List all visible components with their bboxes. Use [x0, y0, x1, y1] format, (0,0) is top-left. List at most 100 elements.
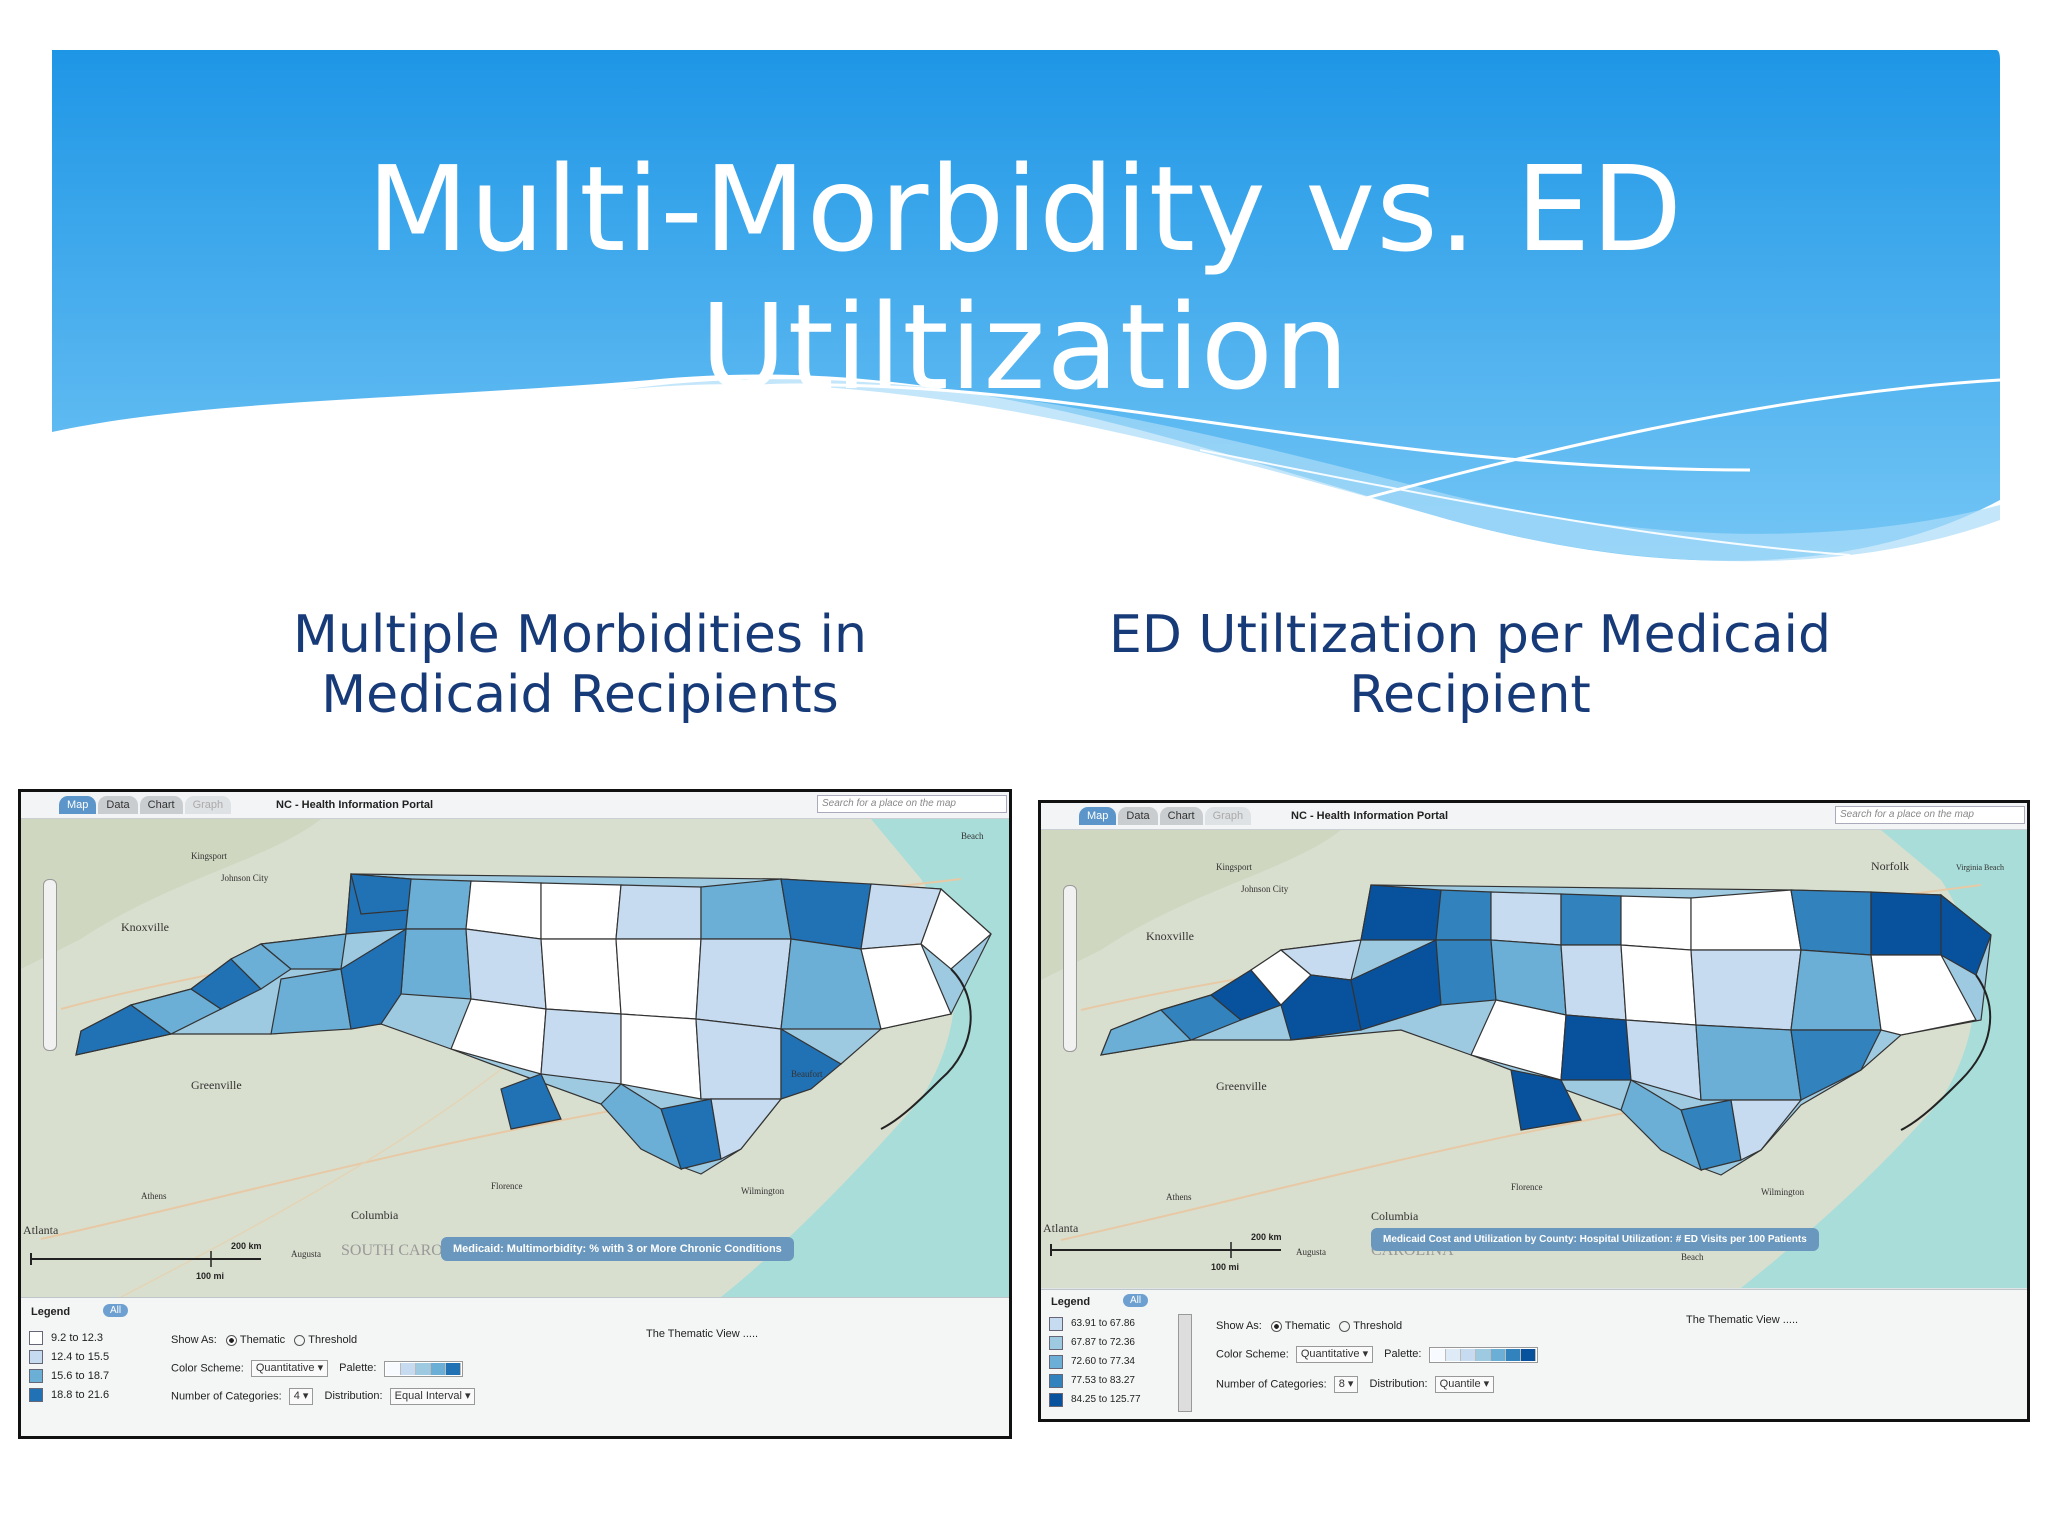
legend-swatch [29, 1330, 43, 1345]
legend-swatch [29, 1368, 43, 1383]
label-virginia-beach: Virginia Beach [1956, 863, 2004, 872]
legend-item: 67.87 to 72.36 [1049, 1333, 1141, 1352]
legend-item: 72.60 to 77.34 [1049, 1352, 1141, 1371]
color-scheme-label: Color Scheme: [1216, 1348, 1289, 1361]
label-columbia: Columbia [351, 1208, 399, 1222]
map-search-input[interactable]: Search for a place on the map [1835, 806, 2025, 824]
label-beach: Beach [961, 831, 984, 841]
legend-item: 18.8 to 21.6 [29, 1385, 109, 1404]
label-columbia: Columbia [1371, 1209, 1419, 1223]
tab-chart[interactable]: Chart [139, 796, 183, 814]
threshold-radio[interactable] [1339, 1320, 1351, 1332]
legend-swatch [1049, 1335, 1063, 1350]
thematic-radio[interactable] [225, 1334, 237, 1346]
map-scale-bar: 200 km 100 mi [1050, 1232, 1282, 1272]
color-scheme-select[interactable]: Quantitative ▾ [250, 1360, 329, 1377]
label-wilmington: Wilmington [741, 1186, 785, 1196]
label-greenville: Greenville [1216, 1079, 1267, 1093]
threshold-label: Threshold [1353, 1320, 1403, 1332]
label-norfolk: Norfolk [1871, 859, 1909, 873]
map-search-input[interactable]: Search for a place on the map [817, 795, 1007, 813]
nc-county-choropleth [75, 873, 992, 1175]
legend-swatch [1049, 1373, 1063, 1388]
map-view[interactable]: Knoxville Greenville Columbia CAROLINA A… [1041, 830, 2027, 1288]
thematic-label: Thematic [239, 1334, 286, 1346]
color-scheme-select[interactable]: Quantitative ▾ [1295, 1346, 1374, 1363]
color-scheme-control: Color Scheme: Quantitative ▾ Palette: [171, 1360, 463, 1377]
legend-item: 12.4 to 15.5 [29, 1347, 109, 1366]
legend-title: Legend [1051, 1296, 1091, 1308]
legend-item-label: 77.53 to 83.27 [1071, 1375, 1135, 1386]
map-canvas: Knoxville Greenville Columbia CAROLINA A… [1041, 830, 2027, 1288]
categories-control: Number of Categories: 4 ▾ Distribution: … [171, 1388, 476, 1405]
scale-km-label: 200 km [1251, 1232, 1282, 1242]
palette-label: Palette: [339, 1362, 377, 1375]
map-caption: Medicaid Cost and Utilization by County:… [1371, 1228, 1819, 1251]
title-banner [52, 50, 2001, 562]
distribution-label: Distribution: [1369, 1378, 1428, 1391]
distribution-select[interactable]: Equal Interval ▾ [389, 1388, 476, 1405]
view-tabs: Map Data Chart Graph [59, 796, 232, 814]
tab-data[interactable]: Data [1118, 807, 1158, 825]
zoom-slider[interactable] [1063, 885, 1077, 1052]
legend-item: 77.53 to 83.27 [1049, 1371, 1141, 1390]
map-view[interactable]: Knoxville Greenville Columbia SOUTH CARO… [21, 819, 1009, 1297]
tab-chart[interactable]: Chart [1159, 807, 1203, 825]
nc-county-choropleth [1100, 884, 1992, 1176]
distribution-value: Quantile [1439, 1378, 1481, 1390]
label-kingsport: Kingsport [191, 851, 227, 861]
legend-scrollbar[interactable] [1178, 1314, 1192, 1412]
zoom-slider[interactable] [43, 879, 57, 1051]
legend-item-label: 63.91 to 67.86 [1071, 1318, 1135, 1329]
legend-panel: Legend All 63.91 to 67.86 67.87 to 72.36… [1041, 1289, 2027, 1419]
color-scheme-value: Quantitative [1300, 1348, 1360, 1360]
slide-title: Multi-Morbidity vs. ED Utiltization [366, 140, 1684, 416]
label-atlanta: Atlanta [1043, 1221, 1079, 1235]
legend-swatch [1049, 1354, 1063, 1369]
num-categories-select[interactable]: 8 ▾ [1333, 1376, 1359, 1393]
legend-title: Legend [31, 1306, 71, 1318]
threshold-label: Threshold [308, 1334, 358, 1346]
scale-mi-label: 100 mi [1211, 1262, 1239, 1272]
categories-control: Number of Categories: 8 ▾ Distribution: … [1216, 1376, 1495, 1393]
label-augusta: Augusta [291, 1249, 321, 1259]
label-atlanta: Atlanta [23, 1223, 59, 1237]
legend-swatch [1049, 1316, 1063, 1331]
label-johnson-city: Johnson City [1241, 884, 1289, 894]
label-kingsport: Kingsport [1216, 862, 1252, 872]
label-knoxville: Knoxville [1146, 929, 1194, 943]
view-tabs: Map Data Chart Graph [1079, 807, 1252, 825]
portal-toolbar: Map Data Chart Graph NC - Health Informa… [1041, 803, 2027, 830]
show-as-label: Show As: [171, 1334, 217, 1346]
tab-map[interactable]: Map [1079, 807, 1117, 825]
portal-toolbar: Map Data Chart Graph NC - Health Informa… [21, 792, 1009, 819]
palette-select[interactable] [1428, 1346, 1538, 1363]
portal-title: NC - Health Information Portal [276, 799, 434, 811]
show-as-control: Show As: Thematic Threshold [1216, 1320, 1402, 1332]
label-knoxville: Knoxville [121, 920, 169, 934]
map-caption: Medicaid: Multimorbidity: % with 3 or Mo… [441, 1237, 794, 1261]
legend-all-button[interactable]: All [1123, 1294, 1149, 1307]
legend-item-label: 67.87 to 72.36 [1071, 1337, 1135, 1348]
legend-swatch [1049, 1392, 1063, 1407]
num-categories-select[interactable]: 4 ▾ [288, 1388, 314, 1405]
tab-map[interactable]: Map [59, 796, 97, 814]
thematic-radio[interactable] [1270, 1320, 1282, 1332]
legend-item: 63.91 to 67.86 [1049, 1314, 1141, 1333]
tab-graph[interactable]: Graph [184, 796, 232, 814]
legend-item-label: 9.2 to 12.3 [51, 1331, 103, 1344]
tab-graph[interactable]: Graph [1204, 807, 1252, 825]
left-portal-screenshot: Map Data Chart Graph NC - Health Informa… [18, 789, 1012, 1439]
legend-panel: Legend All 9.2 to 12.3 12.4 to 15.5 15.6… [21, 1297, 1009, 1436]
num-categories-label: Number of Categories: [1216, 1378, 1327, 1391]
threshold-radio[interactable] [294, 1334, 306, 1346]
palette-select[interactable] [383, 1360, 463, 1377]
label-athens: Athens [141, 1191, 167, 1201]
legend-list: 9.2 to 12.3 12.4 to 15.5 15.6 to 18.7 18… [29, 1328, 109, 1404]
num-categories-label: Number of Categories: [171, 1390, 282, 1403]
distribution-select[interactable]: Quantile ▾ [1434, 1376, 1495, 1393]
tab-data[interactable]: Data [98, 796, 138, 814]
right-heading: ED Utiltization per Medicaid Recipient [1108, 605, 1832, 725]
legend-item-label: 84.25 to 125.77 [1071, 1394, 1141, 1405]
legend-all-button[interactable]: All [103, 1304, 129, 1317]
